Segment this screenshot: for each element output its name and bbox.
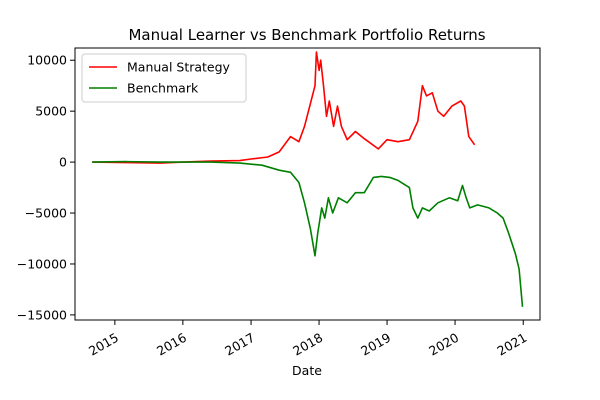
legend-box	[81, 53, 247, 103]
y-tick-label: 5000	[35, 104, 67, 119]
series-line-benchmark	[92, 160, 524, 307]
x-tick-label: 2018	[290, 330, 325, 359]
x-tick-label: 2021	[494, 330, 529, 359]
y-tick-label: −15000	[17, 307, 67, 322]
x-tick-label: 2016	[154, 330, 189, 359]
legend-label: Benchmark	[127, 81, 199, 96]
y-tick-label: −5000	[25, 206, 67, 221]
x-tick-label: 2020	[426, 330, 461, 359]
y-tick-label: −10000	[17, 256, 67, 271]
x-axis-label: Date	[292, 363, 322, 378]
series-line-manual-strategy	[92, 51, 476, 164]
legend-label: Manual Strategy	[127, 60, 231, 75]
plot-frame	[74, 47, 541, 321]
legend: Manual Strategy Benchmark	[81, 53, 247, 103]
y-tick-label: 10000	[27, 53, 67, 68]
x-tick-label: 2019	[358, 330, 393, 359]
chart-title: Manual Learner vs Benchmark Portfolio Re…	[128, 26, 485, 44]
x-tick-label: 2017	[222, 330, 257, 359]
x-tick-label: 2015	[86, 330, 121, 359]
y-tick-label: 0	[59, 155, 67, 170]
